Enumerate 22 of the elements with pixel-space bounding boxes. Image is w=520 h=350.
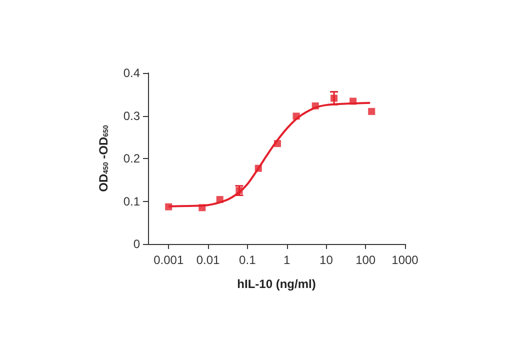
- x-tick-label: 1000: [392, 253, 419, 267]
- point: [274, 140, 281, 148]
- point: [312, 102, 319, 110]
- point: [350, 98, 357, 105]
- y-tick-label: 0.1: [123, 194, 140, 208]
- point: [330, 94, 338, 102]
- x-tick-label: 0.01: [196, 253, 220, 267]
- x-tick-label: 100: [356, 253, 376, 267]
- point: [198, 204, 206, 212]
- point: [368, 108, 376, 115]
- y-tick-label: 0: [133, 237, 140, 251]
- point: [292, 112, 300, 120]
- x-tick-label: 0.001: [154, 253, 184, 267]
- x-tick-label: 10: [320, 253, 334, 267]
- y-tick-label: 0.3: [123, 108, 140, 123]
- point: [216, 196, 224, 204]
- point: [254, 164, 262, 172]
- y-tick-label: 0.2: [123, 152, 140, 166]
- x-axis-title: hIL-10 (ng/ml): [237, 277, 316, 291]
- y-tick-label: 0.4: [123, 66, 140, 80]
- x-tick-label: 1: [283, 253, 290, 267]
- x-tick-label: 0.1: [239, 253, 256, 267]
